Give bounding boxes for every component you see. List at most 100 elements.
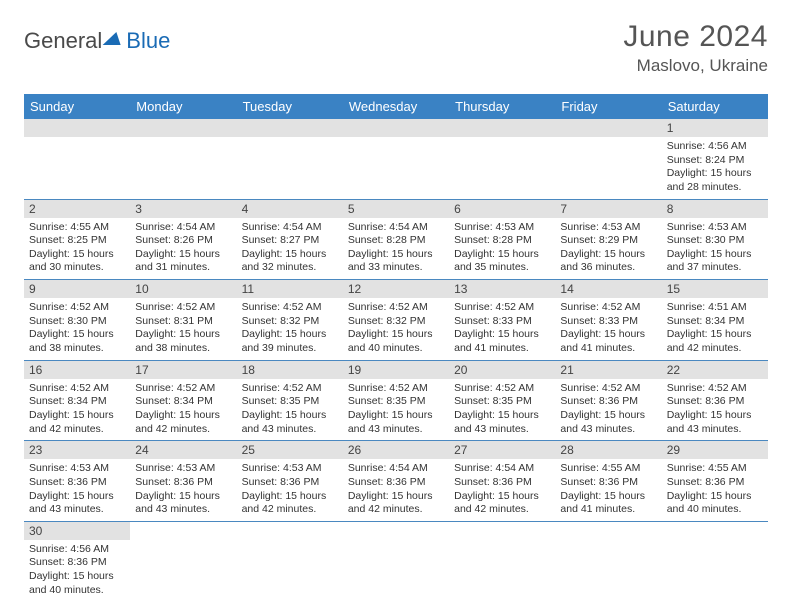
calendar-cell bbox=[130, 119, 236, 199]
day-number: 10 bbox=[130, 280, 236, 298]
month-title: June 2024 bbox=[623, 20, 768, 54]
day-info: Sunrise: 4:52 AMSunset: 8:31 PMDaylight:… bbox=[130, 298, 236, 360]
day-info: Sunrise: 4:52 AMSunset: 8:36 PMDaylight:… bbox=[662, 379, 768, 441]
calendar-cell bbox=[555, 521, 661, 601]
weekday-header: Wednesday bbox=[343, 94, 449, 119]
day-info: Sunrise: 4:53 AMSunset: 8:36 PMDaylight:… bbox=[24, 459, 130, 521]
calendar-body: 1Sunrise: 4:56 AMSunset: 8:24 PMDaylight… bbox=[24, 119, 768, 601]
day-info: Sunrise: 4:52 AMSunset: 8:32 PMDaylight:… bbox=[343, 298, 449, 360]
day-info: Sunrise: 4:56 AMSunset: 8:36 PMDaylight:… bbox=[24, 540, 130, 602]
day-number: 1 bbox=[662, 119, 768, 137]
day-number: 18 bbox=[237, 361, 343, 379]
calendar-cell: 28Sunrise: 4:55 AMSunset: 8:36 PMDayligh… bbox=[555, 441, 661, 522]
day-info: Sunrise: 4:55 AMSunset: 8:36 PMDaylight:… bbox=[662, 459, 768, 521]
calendar-table: SundayMondayTuesdayWednesdayThursdayFrid… bbox=[24, 94, 768, 601]
calendar-cell: 24Sunrise: 4:53 AMSunset: 8:36 PMDayligh… bbox=[130, 441, 236, 522]
day-number: 28 bbox=[555, 441, 661, 459]
day-number: 8 bbox=[662, 200, 768, 218]
weekday-header: Sunday bbox=[24, 94, 130, 119]
day-number: 15 bbox=[662, 280, 768, 298]
day-number: 20 bbox=[449, 361, 555, 379]
calendar-cell: 20Sunrise: 4:52 AMSunset: 8:35 PMDayligh… bbox=[449, 360, 555, 441]
day-info: Sunrise: 4:52 AMSunset: 8:36 PMDaylight:… bbox=[555, 379, 661, 441]
day-number: 17 bbox=[130, 361, 236, 379]
day-number: 2 bbox=[24, 200, 130, 218]
calendar-cell: 30Sunrise: 4:56 AMSunset: 8:36 PMDayligh… bbox=[24, 521, 130, 601]
calendar-cell: 13Sunrise: 4:52 AMSunset: 8:33 PMDayligh… bbox=[449, 280, 555, 361]
calendar-cell: 1Sunrise: 4:56 AMSunset: 8:24 PMDaylight… bbox=[662, 119, 768, 199]
day-info: Sunrise: 4:55 AMSunset: 8:36 PMDaylight:… bbox=[555, 459, 661, 521]
sail-icon bbox=[103, 32, 126, 45]
calendar-cell: 21Sunrise: 4:52 AMSunset: 8:36 PMDayligh… bbox=[555, 360, 661, 441]
weekday-header: Thursday bbox=[449, 94, 555, 119]
day-number: 4 bbox=[237, 200, 343, 218]
calendar-cell: 16Sunrise: 4:52 AMSunset: 8:34 PMDayligh… bbox=[24, 360, 130, 441]
calendar-cell: 4Sunrise: 4:54 AMSunset: 8:27 PMDaylight… bbox=[237, 199, 343, 280]
day-info: Sunrise: 4:52 AMSunset: 8:35 PMDaylight:… bbox=[449, 379, 555, 441]
day-info: Sunrise: 4:53 AMSunset: 8:29 PMDaylight:… bbox=[555, 218, 661, 280]
day-number: 21 bbox=[555, 361, 661, 379]
calendar-cell: 15Sunrise: 4:51 AMSunset: 8:34 PMDayligh… bbox=[662, 280, 768, 361]
day-number: 16 bbox=[24, 361, 130, 379]
calendar-cell bbox=[343, 521, 449, 601]
calendar-header-row: SundayMondayTuesdayWednesdayThursdayFrid… bbox=[24, 94, 768, 119]
brand-part1: General bbox=[24, 28, 102, 54]
weekday-header: Saturday bbox=[662, 94, 768, 119]
day-info: Sunrise: 4:52 AMSunset: 8:35 PMDaylight:… bbox=[343, 379, 449, 441]
weekday-header: Friday bbox=[555, 94, 661, 119]
header: General Blue June 2024 Maslovo, Ukraine bbox=[24, 20, 768, 76]
day-info: Sunrise: 4:52 AMSunset: 8:34 PMDaylight:… bbox=[130, 379, 236, 441]
calendar-cell bbox=[24, 119, 130, 199]
day-info: Sunrise: 4:52 AMSunset: 8:30 PMDaylight:… bbox=[24, 298, 130, 360]
calendar-cell: 17Sunrise: 4:52 AMSunset: 8:34 PMDayligh… bbox=[130, 360, 236, 441]
calendar-cell: 22Sunrise: 4:52 AMSunset: 8:36 PMDayligh… bbox=[662, 360, 768, 441]
calendar-cell bbox=[555, 119, 661, 199]
calendar-cell: 2Sunrise: 4:55 AMSunset: 8:25 PMDaylight… bbox=[24, 199, 130, 280]
title-block: June 2024 Maslovo, Ukraine bbox=[623, 20, 768, 76]
calendar-cell bbox=[130, 521, 236, 601]
calendar-cell: 26Sunrise: 4:54 AMSunset: 8:36 PMDayligh… bbox=[343, 441, 449, 522]
day-number: 30 bbox=[24, 522, 130, 540]
calendar-cell: 7Sunrise: 4:53 AMSunset: 8:29 PMDaylight… bbox=[555, 199, 661, 280]
day-number: 3 bbox=[130, 200, 236, 218]
day-info: Sunrise: 4:53 AMSunset: 8:30 PMDaylight:… bbox=[662, 218, 768, 280]
calendar-cell bbox=[237, 119, 343, 199]
calendar-cell: 10Sunrise: 4:52 AMSunset: 8:31 PMDayligh… bbox=[130, 280, 236, 361]
day-number: 5 bbox=[343, 200, 449, 218]
day-number: 6 bbox=[449, 200, 555, 218]
day-info: Sunrise: 4:55 AMSunset: 8:25 PMDaylight:… bbox=[24, 218, 130, 280]
day-info: Sunrise: 4:52 AMSunset: 8:32 PMDaylight:… bbox=[237, 298, 343, 360]
day-number: 13 bbox=[449, 280, 555, 298]
day-number: 23 bbox=[24, 441, 130, 459]
day-info: Sunrise: 4:52 AMSunset: 8:33 PMDaylight:… bbox=[555, 298, 661, 360]
calendar-cell bbox=[662, 521, 768, 601]
calendar-cell bbox=[343, 119, 449, 199]
calendar-cell: 25Sunrise: 4:53 AMSunset: 8:36 PMDayligh… bbox=[237, 441, 343, 522]
day-number: 11 bbox=[237, 280, 343, 298]
calendar-cell: 14Sunrise: 4:52 AMSunset: 8:33 PMDayligh… bbox=[555, 280, 661, 361]
calendar-cell: 5Sunrise: 4:54 AMSunset: 8:28 PMDaylight… bbox=[343, 199, 449, 280]
weekday-header: Tuesday bbox=[237, 94, 343, 119]
day-info: Sunrise: 4:52 AMSunset: 8:33 PMDaylight:… bbox=[449, 298, 555, 360]
day-number: 12 bbox=[343, 280, 449, 298]
day-info: Sunrise: 4:52 AMSunset: 8:34 PMDaylight:… bbox=[24, 379, 130, 441]
calendar-cell bbox=[449, 119, 555, 199]
weekday-header: Monday bbox=[130, 94, 236, 119]
calendar-cell: 9Sunrise: 4:52 AMSunset: 8:30 PMDaylight… bbox=[24, 280, 130, 361]
day-info: Sunrise: 4:54 AMSunset: 8:36 PMDaylight:… bbox=[343, 459, 449, 521]
day-info: Sunrise: 4:56 AMSunset: 8:24 PMDaylight:… bbox=[662, 137, 768, 199]
day-number: 29 bbox=[662, 441, 768, 459]
day-number: 7 bbox=[555, 200, 661, 218]
day-info: Sunrise: 4:54 AMSunset: 8:28 PMDaylight:… bbox=[343, 218, 449, 280]
calendar-cell: 11Sunrise: 4:52 AMSunset: 8:32 PMDayligh… bbox=[237, 280, 343, 361]
day-info: Sunrise: 4:53 AMSunset: 8:28 PMDaylight:… bbox=[449, 218, 555, 280]
day-info: Sunrise: 4:54 AMSunset: 8:36 PMDaylight:… bbox=[449, 459, 555, 521]
day-number: 25 bbox=[237, 441, 343, 459]
calendar-cell: 29Sunrise: 4:55 AMSunset: 8:36 PMDayligh… bbox=[662, 441, 768, 522]
day-number: 22 bbox=[662, 361, 768, 379]
brand-part2: Blue bbox=[126, 28, 170, 54]
calendar-cell: 12Sunrise: 4:52 AMSunset: 8:32 PMDayligh… bbox=[343, 280, 449, 361]
calendar-cell: 18Sunrise: 4:52 AMSunset: 8:35 PMDayligh… bbox=[237, 360, 343, 441]
day-number: 19 bbox=[343, 361, 449, 379]
calendar-cell: 8Sunrise: 4:53 AMSunset: 8:30 PMDaylight… bbox=[662, 199, 768, 280]
